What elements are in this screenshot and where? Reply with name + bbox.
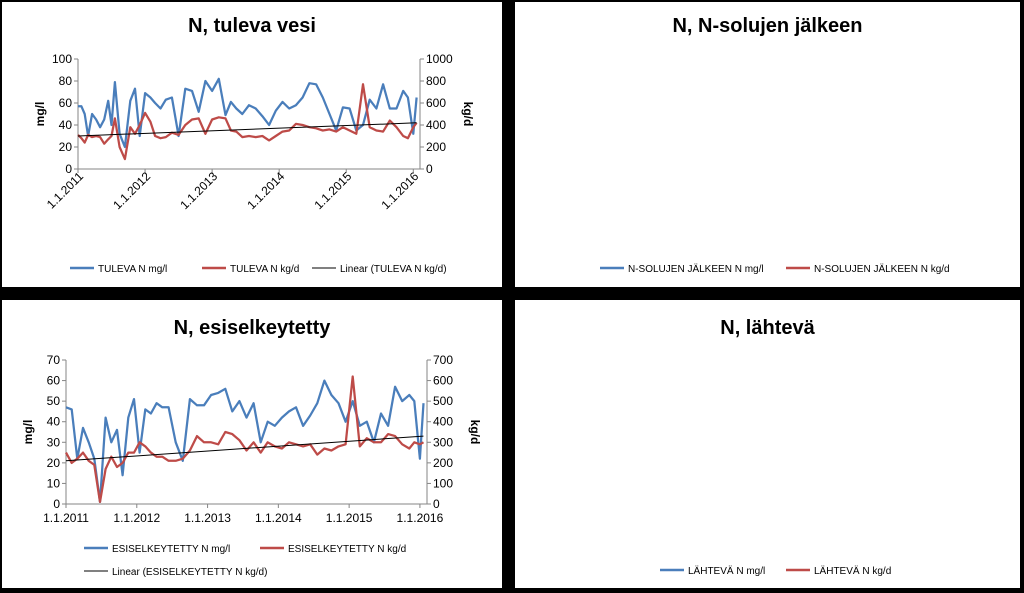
x-tick-label: 1.1.2015 xyxy=(311,169,354,212)
legend-label: Linear (ESISELKEYTETTY N kg/d) xyxy=(112,567,267,578)
y2-tick-label: 400 xyxy=(426,118,446,132)
y2-tick-label: 200 xyxy=(433,456,453,470)
y2-tick-label: 400 xyxy=(433,415,453,429)
chart-title: N, esiselkeytetty xyxy=(174,317,332,339)
legend-label: TULEVA N kg/d xyxy=(230,264,299,275)
legend-item: N-SOLUJEN JÄLKEEN N kg/d xyxy=(786,263,950,275)
chart-panel-tuleva: N, tuleva vesi 0 20 40 60 80 100 0 200 400 600 800 1… xyxy=(2,2,502,287)
y2-tick-label: 200 xyxy=(426,140,446,154)
legend-item: TULEVA N mg/l xyxy=(70,264,167,275)
y-axis-label: mg/l xyxy=(33,102,47,127)
y-tick-label: 50 xyxy=(47,394,61,408)
legend-label: ESISELKEYTETTY N kg/d xyxy=(288,544,406,555)
legend-label: LÄHTEVÄ N kg/d xyxy=(814,565,891,577)
x-tick-label: 1.1.2015 xyxy=(326,511,373,525)
legend-item: LÄHTEVÄ N kg/d xyxy=(786,565,891,577)
x-tick-label: 1.1.2013 xyxy=(177,169,220,212)
chart-title: N, tuleva vesi xyxy=(188,15,316,37)
y-tick-label: 100 xyxy=(52,52,72,66)
chart-title: N, N-solujen jälkeen xyxy=(672,15,862,37)
y2-tick-label: 700 xyxy=(433,353,453,367)
series-line-mg-l xyxy=(65,379,425,504)
legend-item: N-SOLUJEN JÄLKEEN N mg/l xyxy=(600,263,764,275)
y-tick-label: 80 xyxy=(59,74,73,88)
y-tick-label: 0 xyxy=(53,497,60,511)
legend-item: ESISELKEYTETTY N kg/d xyxy=(260,544,406,555)
legend-label: ESISELKEYTETTY N mg/l xyxy=(112,544,230,555)
trend-line xyxy=(65,435,424,462)
y2-tick-label: 0 xyxy=(426,162,433,176)
legend-item: Linear (ESISELKEYTETTY N kg/d) xyxy=(84,567,267,578)
x-tick-label: 1.1.2014 xyxy=(244,169,287,212)
x-tick-label: 1.1.2016 xyxy=(378,169,421,212)
y2-tick-label: 1000 xyxy=(426,52,453,66)
chart-panel-n-solujen: N, N-solujen jälkeen01020304050600100200… xyxy=(515,2,1020,287)
chart-svg: N, tuleva vesi02040608010002004006008001… xyxy=(33,15,475,275)
x-tick-label: 1.1.2012 xyxy=(113,511,160,525)
y2-axis-label: kg/d xyxy=(461,102,475,127)
x-tick-label: 1.1.2016 xyxy=(397,511,444,525)
y-tick-label: 30 xyxy=(47,435,61,449)
chart-svg: N, lähtevä010203040506001002003004005006… xyxy=(660,317,891,577)
y-tick-label: 0 xyxy=(65,162,72,176)
x-tick-label: 1.1.2014 xyxy=(255,511,302,525)
legend-item: TULEVA N kg/d xyxy=(202,264,299,275)
x-tick-label: 1.1.2011 xyxy=(43,511,89,525)
legend-item: ESISELKEYTETTY N mg/l xyxy=(84,544,230,555)
x-tick-label: 1.1.2013 xyxy=(184,511,231,525)
chart-svg: N, N-solujen jälkeen01020304050600100200… xyxy=(600,15,950,275)
y-tick-label: 60 xyxy=(47,374,61,388)
y2-axis-label: kg/d xyxy=(468,420,482,445)
legend-label: LÄHTEVÄ N mg/l xyxy=(688,565,765,577)
legend-item: Linear (TULEVA N kg/d) xyxy=(312,264,447,275)
y-tick-label: 40 xyxy=(47,415,61,429)
y2-tick-label: 300 xyxy=(433,435,453,449)
y-tick-label: 40 xyxy=(59,118,73,132)
y-tick-label: 70 xyxy=(47,353,61,367)
chart-panel-esiselkeytetty: N, esiselkeytetty 0 10 20 30 40 50 60 70 0 100 200 3… xyxy=(2,300,502,588)
chart-title: N, lähtevä xyxy=(720,317,815,339)
series-line-kg-d xyxy=(65,375,425,504)
legend-label: Linear (TULEVA N kg/d) xyxy=(340,264,447,275)
y-tick-label: 20 xyxy=(47,456,61,470)
legend-item: LÄHTEVÄ N mg/l xyxy=(660,565,765,577)
chart-panel-lahteva: N, lähtevä010203040506001002003004005006… xyxy=(515,300,1020,588)
y-tick-label: 20 xyxy=(59,140,73,154)
y-tick-label: 10 xyxy=(47,476,61,490)
y2-tick-label: 800 xyxy=(426,74,446,88)
y2-tick-label: 100 xyxy=(433,476,453,490)
y2-tick-label: 600 xyxy=(426,96,446,110)
y-tick-label: 60 xyxy=(59,96,73,110)
legend-label: N-SOLUJEN JÄLKEEN N kg/d xyxy=(814,263,950,275)
x-tick-label: 1.1.2012 xyxy=(110,169,153,212)
y2-tick-label: 500 xyxy=(433,394,453,408)
legend-label: TULEVA N mg/l xyxy=(98,264,167,275)
y2-tick-label: 600 xyxy=(433,374,453,388)
trend-line xyxy=(77,122,417,137)
y2-tick-label: 0 xyxy=(433,497,440,511)
y-axis-label: mg/l xyxy=(21,420,35,445)
chart-svg: N, esiselkeytetty01020304050607001002003… xyxy=(21,317,482,578)
legend-label: N-SOLUJEN JÄLKEEN N mg/l xyxy=(628,263,764,275)
